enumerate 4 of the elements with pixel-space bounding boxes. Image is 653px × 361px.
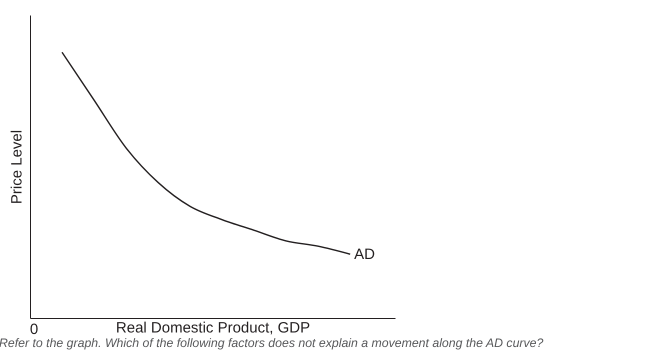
series-label: AD bbox=[354, 246, 376, 264]
text: 0 bbox=[30, 321, 38, 338]
y-axis-title: Price Level bbox=[8, 130, 26, 204]
x-axis-title: Real Domestic Product, GDP bbox=[116, 320, 310, 336]
